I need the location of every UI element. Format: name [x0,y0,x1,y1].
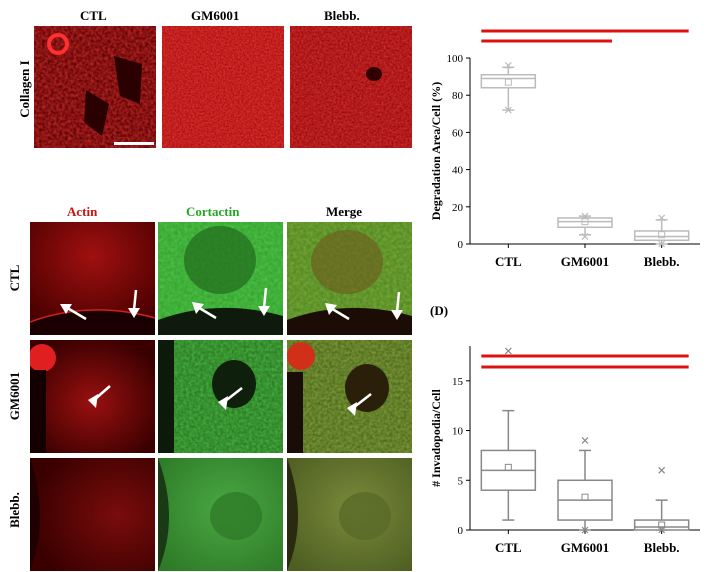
box-mean-marker [504,463,512,471]
outlier-point [504,347,512,355]
actin-gm6001-image [30,340,155,453]
actin-ctl-image [30,222,155,335]
col-label-actin: Actin [67,204,98,219]
outlier-point [658,240,666,248]
col-label-merge: Merge [326,204,363,219]
arrow-icon [395,291,401,313]
merge-blebb-image [287,458,412,571]
x-tick-label: CTL [495,540,522,555]
box-mean-marker [658,521,666,529]
x-tick-label: CTL [495,254,522,269]
outlier-point [658,466,666,474]
x-tick-label: Blebb. [644,540,680,555]
box-iqr [633,230,690,242]
box-mean-marker [581,493,589,501]
arrow-icon [132,289,138,311]
outlier-point [581,437,589,444]
y-tick-label: 0 [458,525,464,537]
x-tick-label: Blebb. [644,254,680,269]
box-mean-marker [581,218,589,226]
box-iqr [557,217,613,229]
top-col-label-gm6001: GM6001 [191,8,240,23]
y-tick-label: 20 [452,202,464,214]
y-tick-label: 10 [452,426,464,438]
actin-blebb-image [30,458,155,571]
collagen-blebb-image [290,26,412,148]
col-label-cortactin: Cortactin [186,204,240,219]
box-mean-marker [658,231,666,239]
box-iqr [480,73,537,89]
y-tick-label: 100 [447,53,464,65]
box-mean-marker [504,78,512,86]
invadopodia-boxplot: 0 5 10 15 # Invadopodia/Cell CTL GM6001 Blebb. [429,346,700,555]
collagen-ctl-image [34,26,156,148]
y-tick-label: 60 [452,127,464,139]
y-tick-label: 5 [458,475,464,487]
cortactin-ctl-image [158,222,283,335]
panel-label-d: (D) [430,303,449,318]
x-tick-label: GM6001 [561,540,609,555]
top-col-label-ctl: CTL [80,8,107,23]
y-axis-label: # Invadopodia/Cell [429,388,443,486]
collagen-gm6001-image [162,26,284,148]
collagen-ctl-svg [34,26,156,148]
outlier-point [581,212,589,220]
row-label-ctl: CTL [7,264,22,292]
degradation-boxplot: 0 20 40 60 80 100 Degradation Area/Cell (%) CTL… [429,29,700,269]
y-axis-label: Degradation Area/Cell (%) [429,82,443,220]
merge-gm6001-image [287,340,412,453]
cortactin-gm6001-image [158,340,283,453]
outlier-point [581,233,589,240]
outlier-point [581,526,589,534]
outlier-point [504,106,512,114]
y-tick-label: 80 [452,90,464,102]
outlier-point [504,62,512,69]
top-col-label-blebb: Blebb. [324,8,360,23]
y-tick-label: 15 [452,376,464,388]
top-row-label-collagen: Collagen I [17,60,32,118]
scale-bar [114,142,154,145]
arrow-icon [262,287,268,309]
outlier-point [658,214,666,222]
row-label-blebb: Blebb. [7,492,22,528]
merge-ctl-image [287,222,412,335]
y-tick-label: 0 [458,239,464,251]
x-tick-label: GM6001 [561,254,609,269]
cortactin-blebb-image [158,458,283,571]
outlier-point [658,526,666,534]
y-tick-label: 40 [452,165,464,177]
row-label-gm6001: GM6001 [7,371,22,421]
